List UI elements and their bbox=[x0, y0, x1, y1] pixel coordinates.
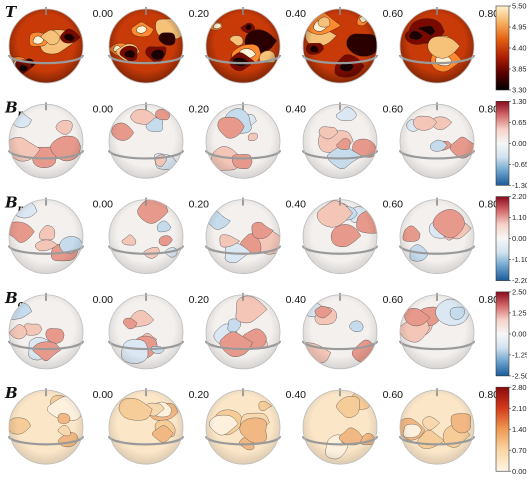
colorbar-tick-label: 0.65 bbox=[512, 118, 527, 127]
surface-map-B-phase-2 bbox=[204, 388, 282, 465]
surface-map-Bm-phase-2 bbox=[204, 197, 282, 275]
row-T: T 0.00 0.20 0.40 0.60 0.80 5.50 4.95 4.40 3.85 3.3… bbox=[5, 2, 527, 95]
colorbar-tick-label: -2.50 bbox=[512, 372, 527, 381]
row-Ba: Ba0.000.200.400.600.802.501.250.00-1.25-… bbox=[4, 288, 527, 381]
surface-map-T-phase-4 bbox=[398, 7, 476, 84]
phase-label: 0.80 bbox=[479, 103, 500, 115]
phase-label: 0.00 bbox=[93, 103, 114, 115]
surface-map-B-phase-0 bbox=[7, 388, 85, 465]
colorbar-B bbox=[495, 386, 510, 472]
surface-map-T-phase-0 bbox=[7, 7, 85, 84]
colorbar-tick-label: 4.40 bbox=[512, 44, 527, 53]
row-label-T: T bbox=[5, 3, 18, 21]
surface-map-Br-phase-1 bbox=[107, 102, 185, 179]
surface-map-B-phase-4 bbox=[398, 388, 476, 465]
colorbar-tick-label: 2.10 bbox=[512, 404, 527, 413]
colorbar-tick-label: 0.00 bbox=[512, 139, 527, 148]
phase-label: 0.60 bbox=[383, 389, 404, 401]
surface-map-Br-phase-2 bbox=[204, 102, 282, 179]
colorbar-T bbox=[495, 5, 510, 91]
surface-map-Ba-phase-1 bbox=[107, 292, 185, 370]
surface-map-Bm-phase-3 bbox=[301, 197, 379, 275]
phase-label: 0.80 bbox=[479, 294, 500, 306]
colorbar-tick-label: -1.10 bbox=[512, 255, 527, 264]
phase-label: 0.40 bbox=[286, 199, 307, 211]
surface-map-Ba-phase-4 bbox=[398, 292, 476, 370]
colorbar-tick-label: 2.20 bbox=[512, 192, 527, 201]
surface-map-T-phase-3 bbox=[301, 7, 379, 84]
phase-label: 0.00 bbox=[93, 294, 114, 306]
colorbar-tick-label: 0.70 bbox=[512, 446, 527, 455]
phase-label: 0.60 bbox=[383, 103, 404, 115]
phase-label: 0.00 bbox=[93, 8, 114, 20]
surface-map-Bm-phase-0 bbox=[7, 197, 85, 275]
colorbar-tick-label: -1.25 bbox=[512, 351, 527, 360]
row-B: B 0.00 0.20 0.40 0.60 0.80 2.80 2.10 1.40 0.70 0.0… bbox=[4, 383, 527, 476]
phase-label: 0.40 bbox=[286, 8, 307, 20]
row-label-B: B bbox=[4, 384, 18, 402]
phase-label: 0.20 bbox=[189, 103, 210, 115]
surface-map-Bm-phase-4 bbox=[398, 197, 476, 275]
colorbar-tick-label: 3.30 bbox=[512, 86, 527, 95]
surface-map-T-phase-1 bbox=[107, 7, 185, 84]
surface-map-Ba-phase-3 bbox=[301, 292, 379, 370]
phase-label: 0.00 bbox=[93, 199, 114, 211]
phase-label: 0.00 bbox=[93, 389, 114, 401]
colorbar-tick-label: 0.00 bbox=[512, 234, 527, 243]
phase-label: 0.40 bbox=[286, 103, 307, 115]
colorbar-tick-label: 1.30 bbox=[512, 97, 527, 106]
phase-label: 0.20 bbox=[189, 199, 210, 211]
phase-label: 0.60 bbox=[383, 199, 404, 211]
colorbar-tick-label: 5.50 bbox=[512, 2, 527, 11]
surface-map-Br-phase-3 bbox=[301, 102, 379, 179]
colorbar-tick-label: 1.10 bbox=[512, 213, 527, 222]
row-Br: Br0.000.200.400.600.801.300.650.00-0.65-… bbox=[4, 97, 527, 190]
phase-label: 0.20 bbox=[189, 389, 210, 401]
surface-map-T-phase-2 bbox=[204, 7, 282, 84]
phase-label: 0.40 bbox=[286, 294, 307, 306]
colorbar-tick-label: 1.40 bbox=[512, 425, 527, 434]
phase-label: 0.60 bbox=[383, 294, 404, 306]
surface-map-Br-phase-0 bbox=[7, 102, 85, 179]
phase-label: 0.80 bbox=[479, 8, 500, 20]
colorbar-tick-label: 4.95 bbox=[512, 23, 527, 32]
phase-label: 0.20 bbox=[189, 294, 210, 306]
surface-map-Ba-phase-0 bbox=[7, 292, 85, 370]
surface-map-B-phase-3 bbox=[301, 388, 379, 465]
phase-label: 0.20 bbox=[189, 8, 210, 20]
colorbar-tick-label: 3.85 bbox=[512, 65, 527, 74]
phase-label: 0.60 bbox=[383, 8, 404, 20]
colorbar-tick-label: -1.30 bbox=[512, 181, 527, 190]
surface-map-Ba-phase-2 bbox=[204, 292, 282, 370]
colorbar-tick-label: 2.50 bbox=[512, 288, 527, 297]
colorbar-Br bbox=[495, 101, 510, 186]
phase-label: 0.40 bbox=[286, 389, 307, 401]
colorbar-tick-label: 2.80 bbox=[512, 383, 527, 392]
surface-map-Br-phase-4 bbox=[398, 102, 476, 179]
surface-map-Bm-phase-1 bbox=[107, 197, 185, 275]
colorbar-tick-label: 0.00 bbox=[512, 467, 527, 476]
colorbar-Bm bbox=[495, 196, 510, 281]
phase-label: 0.80 bbox=[479, 199, 500, 211]
colorbar-tick-label: -0.65 bbox=[512, 160, 527, 169]
colorbar-tick-label: -2.20 bbox=[512, 276, 527, 285]
row-Bm: Bm0.000.200.400.600.802.201.100.00-1.10-… bbox=[4, 192, 527, 285]
phase-label: 0.80 bbox=[479, 389, 500, 401]
colorbar-Ba bbox=[495, 291, 510, 377]
colorbar-tick-label: 1.25 bbox=[512, 309, 527, 318]
colorbar-tick-label: 0.00 bbox=[512, 330, 527, 339]
surface-map-B-phase-1 bbox=[107, 388, 185, 465]
